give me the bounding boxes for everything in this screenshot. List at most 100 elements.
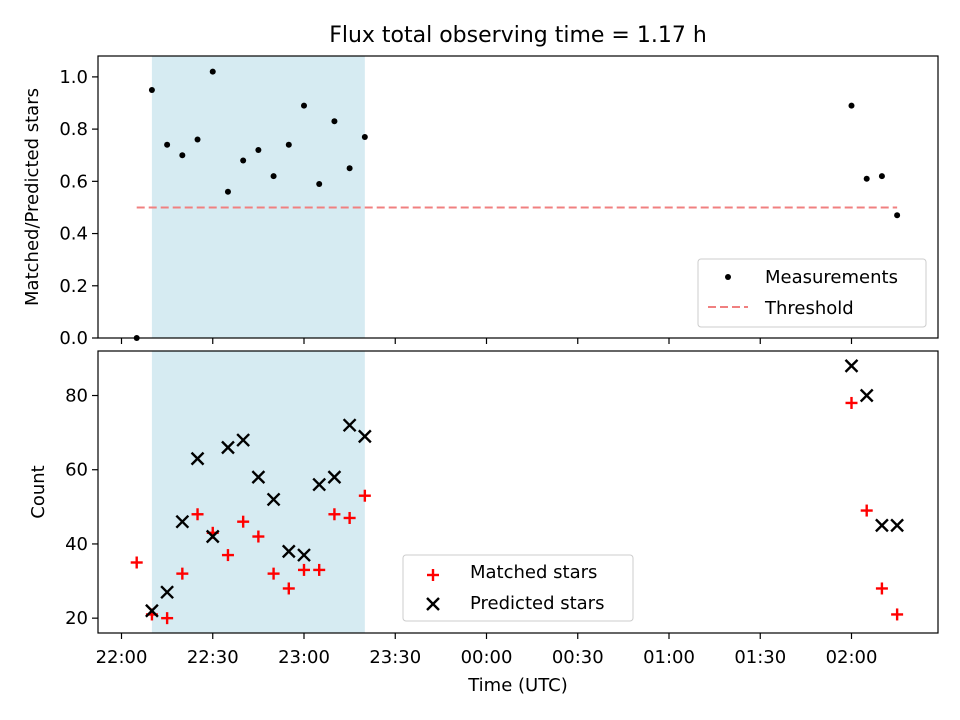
predicted-star-point (327, 470, 342, 485)
matched-star-point (875, 582, 888, 595)
measurement-point (848, 102, 855, 109)
predicted-star-point (357, 429, 372, 444)
matched-star-point (161, 612, 174, 625)
measurement-point (240, 157, 247, 164)
top-y-tick-label: 0.4 (59, 224, 88, 245)
bottom-y-tick-label: 40 (65, 534, 88, 555)
measurement-point (255, 147, 262, 153)
bottom-y-tick-label: 80 (65, 386, 88, 407)
measurement-point (164, 141, 171, 148)
predicted-star-point (859, 388, 874, 403)
legend-predicted-marker (426, 597, 440, 611)
predicted-star-point (342, 418, 357, 433)
predicted-star-point (281, 544, 296, 559)
measurement-point (179, 152, 186, 159)
bottom-y-tick-label: 60 (65, 460, 88, 481)
predicted-star-point (145, 603, 159, 618)
x-tick-label: 01:00 (643, 647, 695, 668)
predicted-star-point (297, 548, 311, 562)
bottom-y-axis: 20 40 60 80 (65, 386, 98, 629)
measurement-point (361, 133, 368, 140)
measurement-point (301, 102, 307, 109)
measurement-points (133, 68, 901, 341)
legend-measurements-marker (725, 274, 731, 280)
top-x-ticks (120, 338, 853, 344)
measurement-point (209, 68, 216, 75)
top-y-tick-label: 0.0 (59, 328, 88, 349)
measurement-point (224, 188, 231, 195)
x-tick-label: 22:30 (187, 647, 239, 668)
predicted-star-point (266, 492, 281, 507)
legend-matched-label: Matched stars (470, 562, 597, 583)
top-highlight-span (151, 56, 365, 338)
matched-stars-points (130, 396, 904, 625)
measurement-point (270, 173, 277, 180)
legend-matched-marker (427, 569, 439, 581)
predicted-star-point (160, 585, 174, 600)
bottom-y-label: Count (28, 465, 49, 518)
chart-title: Flux total observing time = 1.17 h (329, 23, 707, 48)
matched-star-point (298, 563, 310, 576)
predicted-star-point (175, 514, 190, 529)
matched-star-point (358, 489, 371, 502)
top-y-tick-label: 0.8 (59, 119, 88, 140)
x-tick-label: 00:00 (461, 647, 513, 668)
predicted-star-point (890, 518, 904, 533)
matched-star-point (343, 511, 356, 524)
matched-star-point (130, 556, 143, 569)
bottom-highlight-span (151, 351, 365, 633)
measurement-point (346, 165, 353, 172)
x-tick-label: 23:30 (369, 647, 421, 668)
matched-star-point (313, 563, 326, 576)
matched-star-point (282, 582, 295, 595)
matched-star-point (860, 504, 873, 517)
x-tick-label: 02:00 (826, 647, 878, 668)
x-axis-label: Time (UTC) (467, 675, 568, 696)
x-tick-label: 00:30 (552, 647, 604, 668)
legend-predicted-label: Predicted stars (470, 593, 604, 614)
top-legend-box (697, 258, 927, 328)
predicted-star-point (221, 440, 235, 455)
bottom-axes-frame (97, 350, 939, 634)
predicted-star-point (190, 451, 205, 466)
measurement-point (148, 86, 155, 93)
measurement-point (331, 118, 338, 125)
bottom-legend: Matched stars Predicted stars (402, 554, 634, 622)
matched-star-point (221, 549, 234, 562)
x-tick-label: 01:30 (734, 647, 786, 668)
matched-star-point (237, 515, 250, 528)
legend-measurements-label: Measurements (765, 267, 898, 288)
measurement-point (894, 212, 901, 219)
legend-threshold-label: Threshold (764, 298, 854, 319)
matched-star-point (191, 508, 204, 521)
top-y-tick-label: 0.2 (59, 276, 88, 297)
measurement-point (285, 141, 292, 148)
predicted-star-point (236, 433, 251, 447)
matched-star-point (891, 608, 904, 621)
measurement-point (863, 175, 870, 182)
top-panel: 0.0 0.2 0.4 0.6 0.8 1.0 Matched/Predicted sta… (22, 55, 939, 349)
measurement-point (194, 136, 201, 143)
top-axes-frame (97, 55, 939, 339)
matched-star-point (845, 396, 858, 409)
matched-star-point (328, 508, 341, 521)
top-legend: Measurements Threshold (697, 258, 927, 328)
top-y-label: Matched/Predicted stars (22, 88, 43, 306)
top-y-tick-label: 1.0 (59, 67, 88, 88)
predicted-star-point (205, 529, 220, 544)
bottom-y-tick-label: 20 (65, 608, 88, 629)
top-y-axis: 0.0 0.2 0.4 0.6 0.8 1.0 (59, 67, 98, 349)
predicted-star-point (875, 518, 889, 533)
matched-star-point (176, 567, 189, 580)
measurement-point (316, 180, 323, 187)
predicted-stars-points (145, 358, 904, 618)
matched-star-point (252, 530, 265, 543)
measurement-point (878, 173, 885, 180)
predicted-star-point (312, 477, 327, 492)
bottom-legend-box (402, 554, 634, 622)
x-tick-label: 22:00 (96, 647, 148, 668)
predicted-star-point (251, 470, 266, 485)
bottom-panel: 20 40 60 80 22:00 22:30 23:00 23:30 00:00 00:30 0… (28, 350, 939, 696)
matched-star-point (267, 567, 280, 580)
